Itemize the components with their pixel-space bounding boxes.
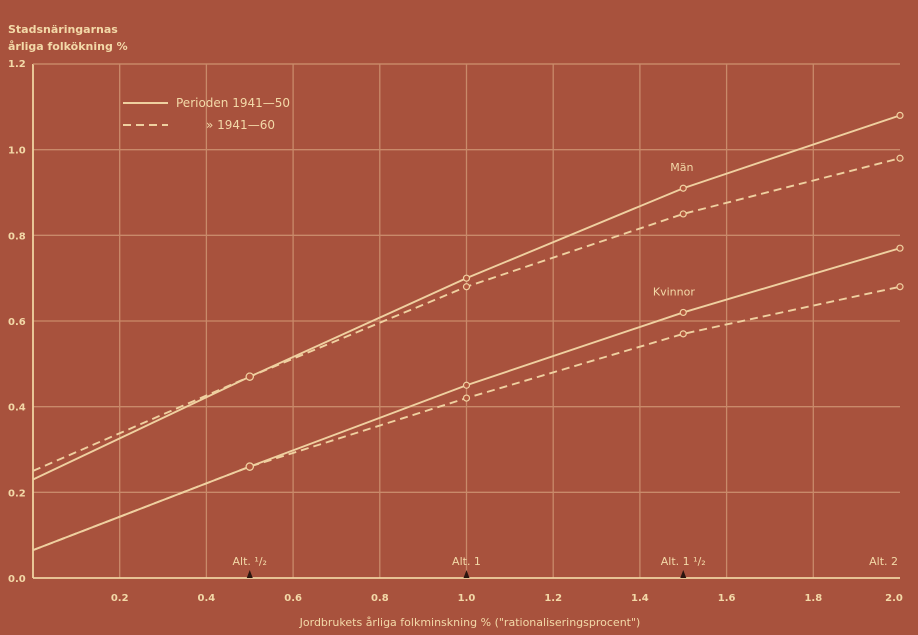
- legend-label-solid: Perioden 1941—50: [176, 96, 290, 110]
- series-annotation: Män: [670, 161, 693, 174]
- alt-marker-triangle: [246, 570, 253, 578]
- data-point: [462, 394, 471, 402]
- x-tick-label: 1.2: [544, 593, 562, 604]
- x-tick-label: 1.8: [804, 593, 822, 604]
- labels: 0.2 0.4 0.6 0.8 1.0 1.2 1.4 1.6 1.8 2.0 0.0 0.2 0.4 0…: [8, 59, 903, 604]
- data-point: [896, 283, 904, 291]
- x-tick-label: 1.4: [631, 593, 649, 604]
- data-point: [245, 462, 254, 471]
- y-tick-label: 0.2: [8, 488, 26, 499]
- data-point: [896, 111, 904, 120]
- data-point: [896, 154, 904, 162]
- y-tick-label: 0.0: [8, 574, 26, 585]
- data-point: [462, 274, 471, 282]
- data-point: [679, 184, 687, 192]
- data-point: [679, 210, 687, 218]
- series-annotation: Kvinnor: [653, 285, 695, 298]
- data-point: [679, 330, 687, 338]
- data-point: [896, 244, 904, 252]
- x-tick-label: 1.6: [718, 593, 736, 604]
- x-tick-label: 0.8: [371, 593, 389, 604]
- y-tick-label: 1.0: [8, 146, 26, 157]
- y-tick-label: 0.4: [8, 403, 26, 414]
- alt-marker-label: Alt. 1: [452, 555, 481, 568]
- alt-marker-label: Alt. ¹/₂: [233, 555, 267, 568]
- alt-marker-label: Alt. 1 ¹/₂: [661, 555, 706, 568]
- data-point: [462, 283, 471, 291]
- x-axis-title: Jordbrukets årliga folkminskning % ("rat…: [299, 616, 641, 629]
- y-axis-title-line-2: årliga folkökning %: [8, 40, 128, 53]
- x-tick-label: 0.6: [284, 593, 302, 604]
- data-point: [462, 381, 471, 389]
- x-tick-label: 2.0: [885, 593, 903, 604]
- y-axis-title-line-1: Stadsnäringarnas: [8, 23, 118, 36]
- x-tick-label: 1.0: [458, 593, 476, 604]
- y-tick-label: 0.6: [8, 317, 26, 328]
- x-tick-label: 0.4: [198, 593, 216, 604]
- alt-marker-triangle: [463, 570, 470, 578]
- y-tick-label: 0.8: [8, 231, 26, 242]
- series: [32, 111, 904, 552]
- alt-marker-label: Alt. 2: [869, 555, 898, 568]
- data-point: [679, 308, 687, 317]
- legend: Perioden 1941—50 » 1941—60: [123, 96, 290, 132]
- data-point: [245, 372, 254, 381]
- legend-label-dashed: » 1941—60: [206, 118, 275, 132]
- grid: [33, 63, 900, 578]
- y-tick-label: 1.2: [8, 59, 26, 70]
- alt-marker-triangle: [680, 570, 687, 578]
- x-tick-label: 0.2: [111, 593, 129, 604]
